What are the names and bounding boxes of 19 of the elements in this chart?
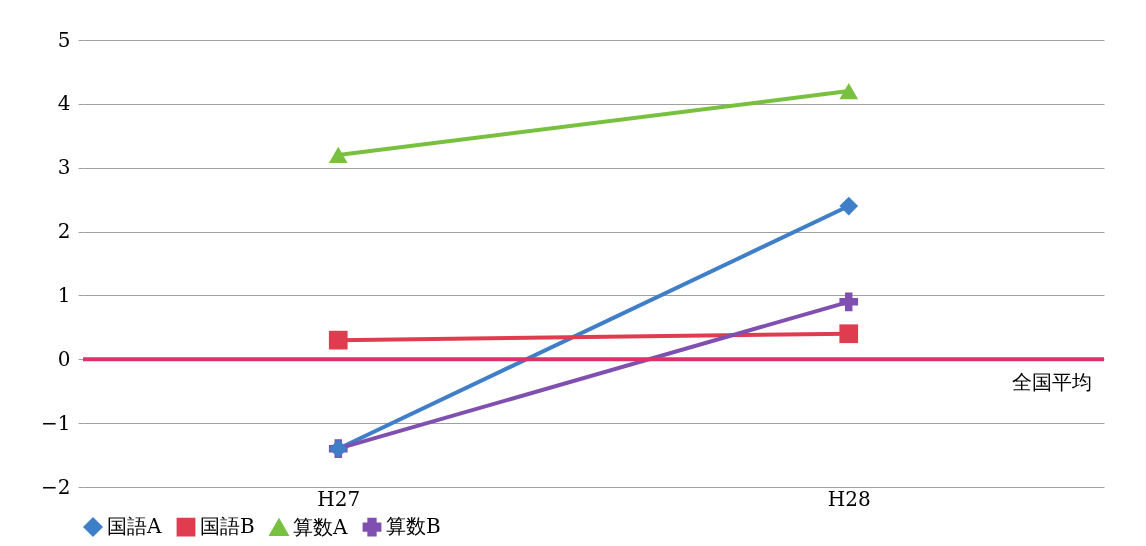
y-tick-label: 0 <box>57 346 71 371</box>
y-tick-label: 5 <box>57 27 71 52</box>
point <box>328 330 348 350</box>
y-tick-label: −2 <box>41 474 71 499</box>
legend-label: 国語B <box>200 514 255 539</box>
legend-label: 算数A <box>293 514 348 539</box>
x-tick-label: H27 <box>317 486 361 511</box>
x-tick-label: H28 <box>827 486 871 511</box>
y-tick-label: −1 <box>41 410 71 435</box>
point <box>839 292 859 312</box>
legend-label: 算数B <box>386 514 441 539</box>
point <box>839 324 859 344</box>
legend-label: 国語A <box>107 514 162 539</box>
ref-line-label: 全国平均 <box>1012 370 1092 395</box>
point <box>839 196 859 216</box>
y-tick-label: 2 <box>57 219 71 244</box>
y-tick-label: 3 <box>57 155 71 180</box>
y-tick-label: 4 <box>57 91 71 116</box>
y-tick-label: 1 <box>57 282 71 307</box>
